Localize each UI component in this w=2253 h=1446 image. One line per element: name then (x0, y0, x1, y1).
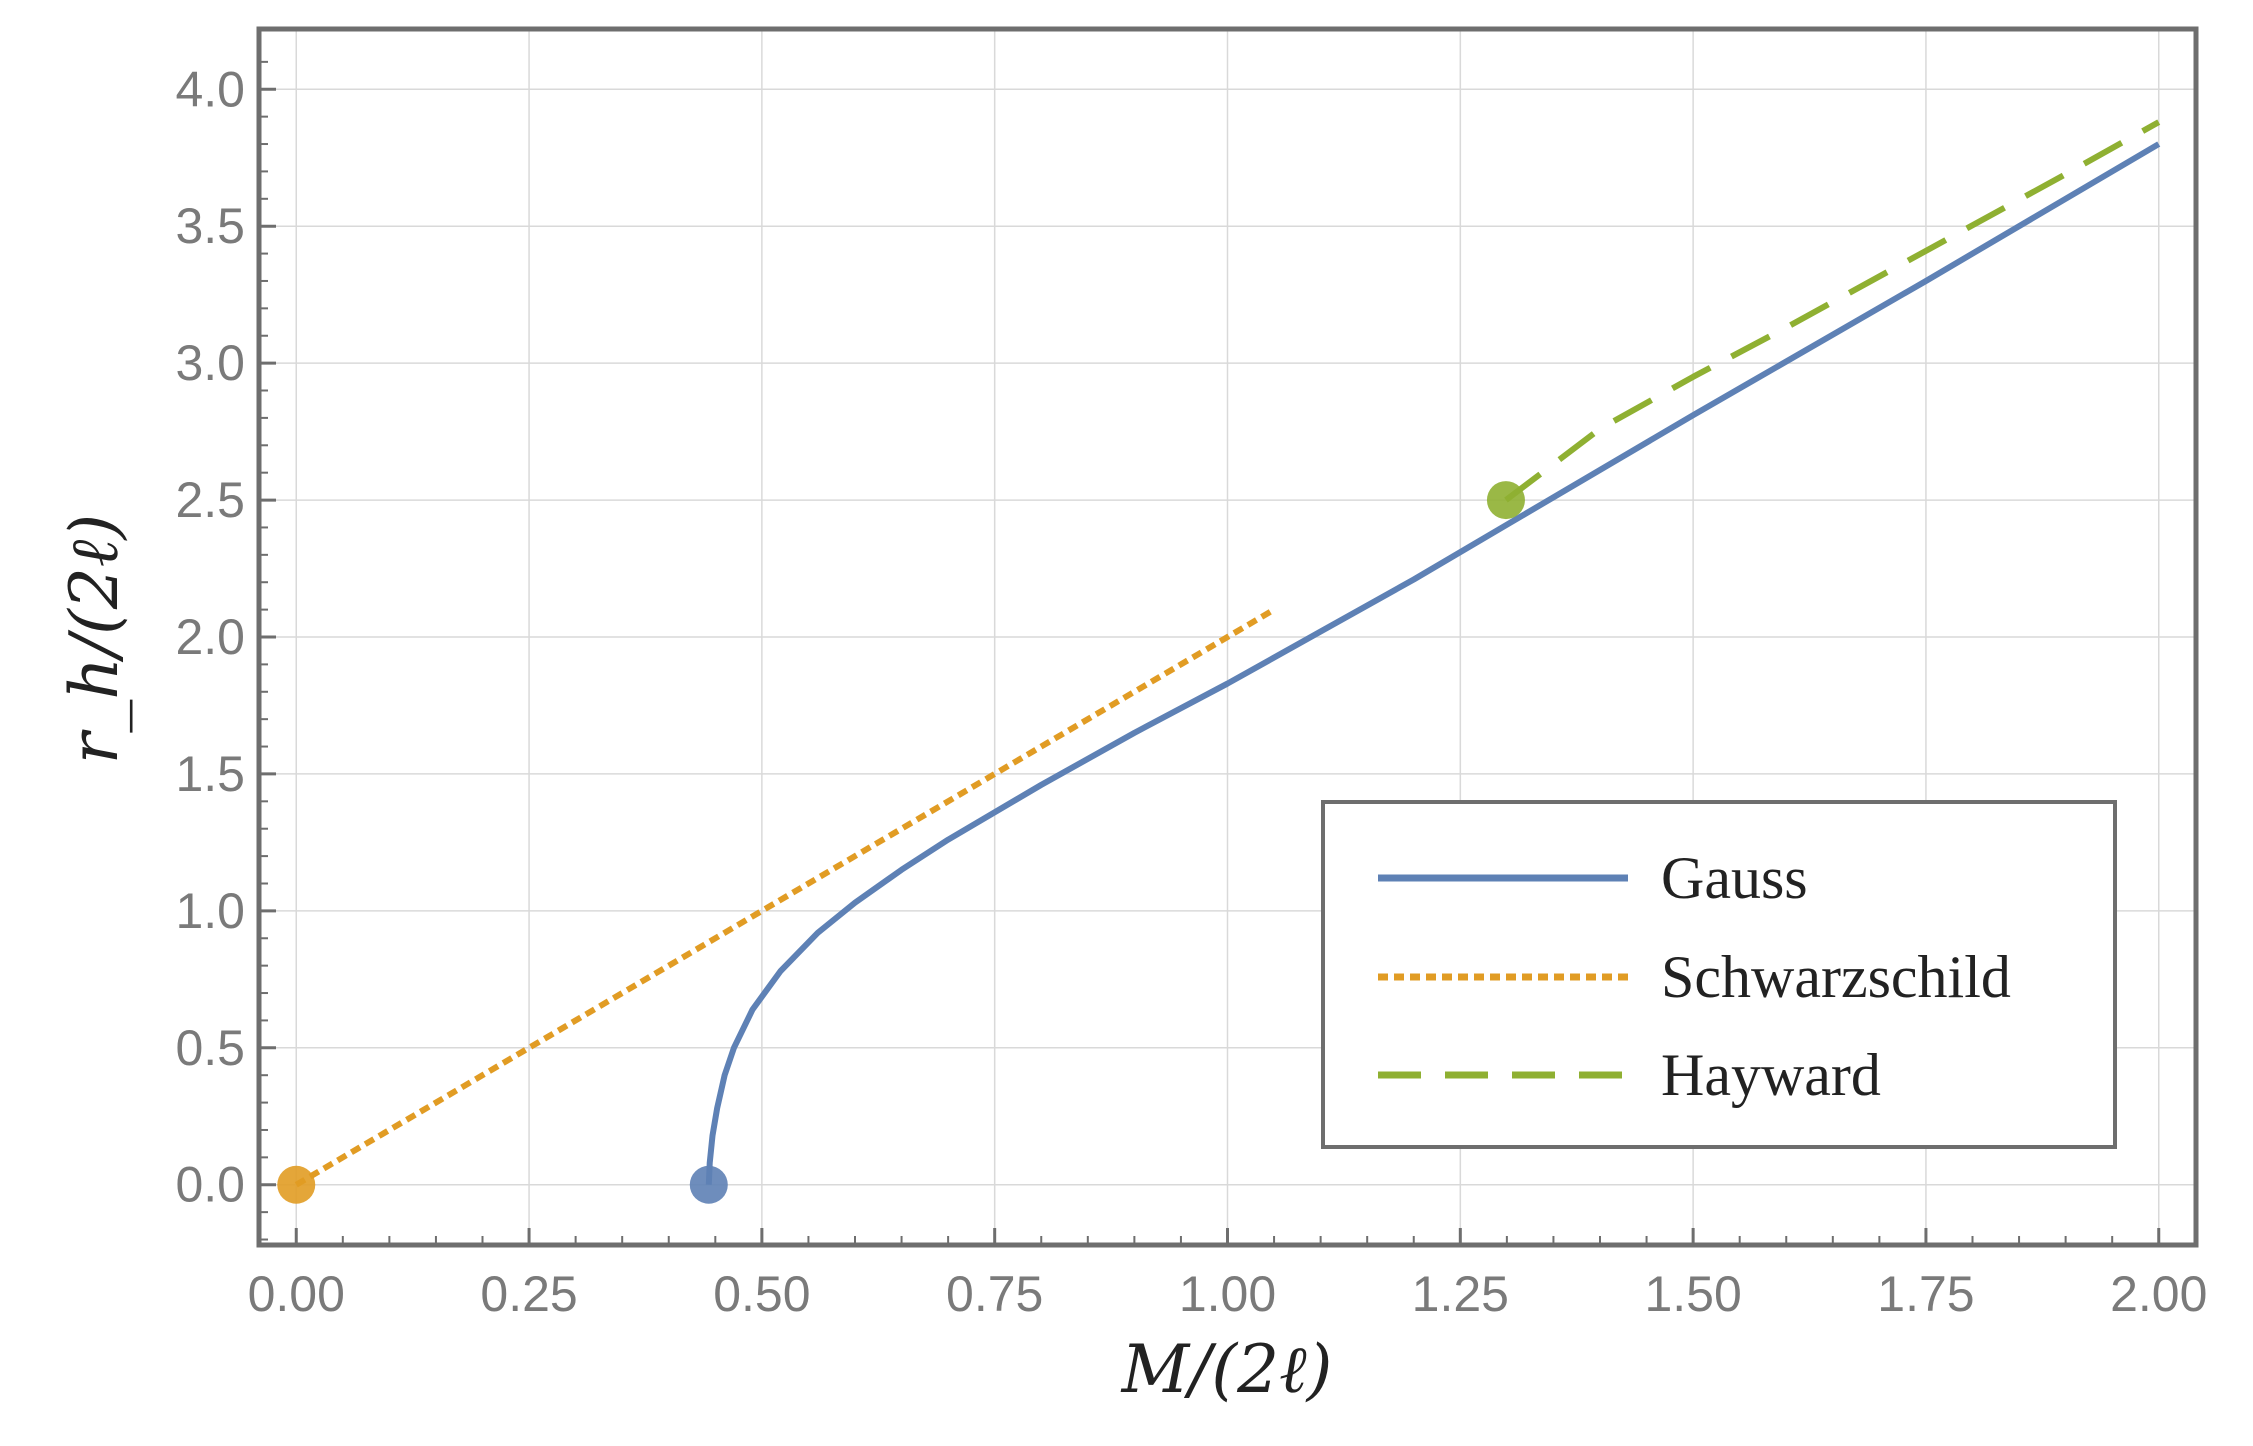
y-tick-label: 4.0 (175, 61, 245, 117)
x-tick-label: 0.75 (946, 1266, 1043, 1322)
series-layer (277, 119, 2161, 1204)
x-tick-label: 0.00 (248, 1266, 345, 1322)
x-tick-label: 1.25 (1412, 1266, 1509, 1322)
start-point-schwarzschild (277, 1165, 316, 1204)
legend-label-hayward: Hayward (1661, 1042, 1881, 1108)
axis-ticks (259, 60, 2161, 1245)
x-axis-label: M/(2ℓ) (1121, 1331, 1333, 1408)
legend-box (1321, 800, 2117, 1149)
y-tick-label: 1.0 (175, 883, 245, 939)
series-line-gauss (705, 141, 2161, 1185)
y-axis-label: r_h/(2ℓ) (56, 514, 133, 764)
y-tick-label: 1.5 (175, 746, 245, 802)
series-line-hayward (1504, 119, 2161, 503)
y-tick-label: 3.0 (175, 335, 245, 391)
y-tick-label: 0.5 (175, 1020, 245, 1076)
x-tick-label: 1.00 (1179, 1266, 1276, 1322)
start-point-gauss (689, 1165, 728, 1204)
legend-label-gauss: Gauss (1661, 845, 1808, 911)
plot-frame (256, 26, 2199, 1248)
x-tick-label: 0.50 (713, 1266, 810, 1322)
legend: Gauss Schwarzschild Hayward (1321, 800, 2117, 1149)
x-tick-label: 1.50 (1644, 1266, 1741, 1322)
y-tick-label: 0.0 (175, 1157, 245, 1213)
x-tick-label: 1.75 (1877, 1266, 1974, 1322)
x-tick-label: 2.00 (2110, 1266, 2207, 1322)
legend-label-schwarzschild: Schwarzschild (1661, 944, 2011, 1010)
series-line-schwarzschild (294, 607, 1276, 1188)
y-tick-label: 2.0 (175, 609, 245, 665)
y-tick-label: 2.5 (175, 472, 245, 528)
y-tick-label: 3.5 (175, 198, 245, 254)
x-tick-label: 0.25 (480, 1266, 577, 1322)
tick-labels: 0.00 0.25 0.50 0.75 1.00 1.25 1.50 1.75 2.00 0.0 0… (175, 61, 2207, 1322)
start-point-hayward (1486, 481, 1525, 520)
